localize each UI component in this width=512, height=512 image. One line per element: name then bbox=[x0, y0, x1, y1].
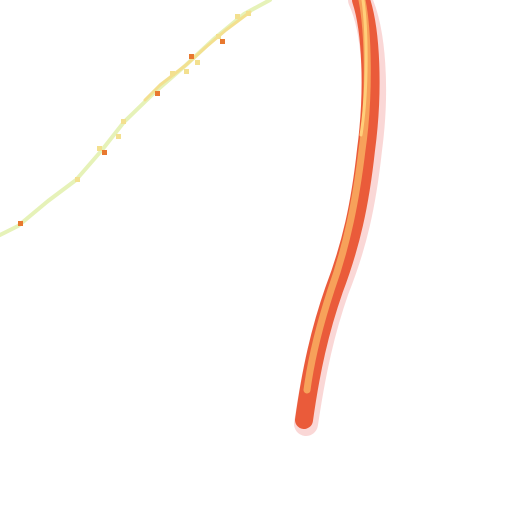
thick-track-hot-core bbox=[359, 0, 368, 137]
thin-track-hotspot bbox=[75, 177, 80, 182]
thin-track-hotspot bbox=[246, 11, 251, 16]
thin-track-hotspot bbox=[189, 54, 194, 59]
thin-track-hotspot bbox=[18, 221, 23, 226]
thick-track-layer bbox=[294, 0, 387, 436]
thin-track-hotspot bbox=[220, 39, 225, 44]
thin-track-highlight bbox=[143, 10, 252, 102]
thin-track-hotspots bbox=[18, 11, 251, 226]
thin-track-hotspot bbox=[235, 14, 240, 19]
thin-track-hotspot bbox=[116, 134, 121, 139]
thin-track-hotspot bbox=[155, 91, 160, 96]
thick-track-core bbox=[303, 0, 371, 394]
thin-track-hotspot bbox=[170, 71, 175, 76]
thin-track-line bbox=[0, 0, 272, 237]
thin-track-hotspot bbox=[97, 146, 102, 151]
thin-track-hotspot bbox=[195, 60, 200, 65]
thin-track-hotspot bbox=[184, 69, 189, 74]
thin-track-layer bbox=[0, 0, 272, 237]
thin-track-hotspot bbox=[216, 34, 221, 39]
thin-track-hotspot bbox=[102, 150, 107, 155]
thin-track-hotspot bbox=[121, 119, 126, 124]
